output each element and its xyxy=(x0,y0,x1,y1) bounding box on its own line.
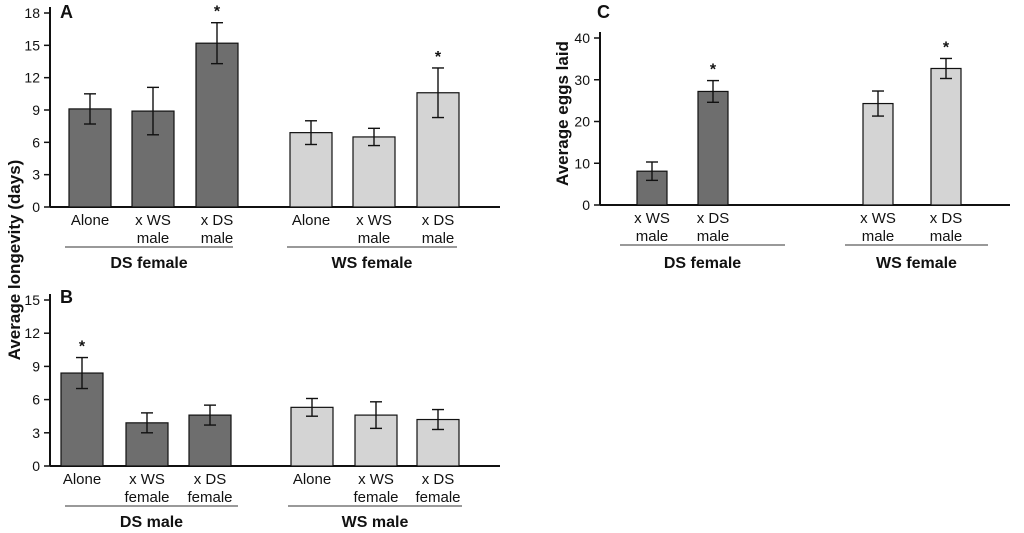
y-tick-label: 3 xyxy=(32,167,40,183)
y-tick-label: 30 xyxy=(574,72,590,88)
bar-ds-female-1 xyxy=(68,108,112,208)
y-axis-label-longevity: Average longevity (days) xyxy=(5,160,24,361)
category-label: x DS male xyxy=(422,212,455,247)
significance-star: * xyxy=(214,4,221,21)
category-label: Alone xyxy=(293,471,331,488)
group-label: DS female xyxy=(664,255,741,272)
category-label: x WS male xyxy=(634,210,670,245)
category-label: x DS female xyxy=(415,471,460,506)
category-label: x WS female xyxy=(353,471,398,506)
y-tick-label: 40 xyxy=(574,30,590,46)
y-tick-label: 0 xyxy=(32,458,40,474)
category-label: Alone xyxy=(71,212,109,229)
panel-label-a: A xyxy=(60,2,73,22)
y-tick-label: 6 xyxy=(32,134,40,150)
panel-label-b: B xyxy=(60,287,73,307)
category-label: x WS male xyxy=(356,212,392,247)
y-tick-label: 9 xyxy=(32,102,40,118)
y-tick-label: 12 xyxy=(24,325,40,341)
group-label: DS male xyxy=(120,514,183,531)
category-label: x DS female xyxy=(187,471,232,506)
y-tick-label: 3 xyxy=(32,425,40,441)
bar-ws-female-2 xyxy=(930,67,962,206)
y-tick-label: 0 xyxy=(582,197,590,213)
category-label: x DS male xyxy=(697,210,730,245)
significance-star: * xyxy=(710,62,717,79)
y-tick-label: 9 xyxy=(32,358,40,374)
category-label: x DS male xyxy=(201,212,234,247)
category-label: x DS male xyxy=(930,210,963,245)
category-label: Alone xyxy=(292,212,330,229)
group-label: DS female xyxy=(110,255,187,272)
bar-ws-female-2 xyxy=(352,136,396,208)
y-tick-label: 10 xyxy=(574,155,590,171)
y-tick-label: 15 xyxy=(24,37,40,53)
bar-ws-male-1 xyxy=(290,406,334,467)
y-tick-label: 18 xyxy=(24,5,40,21)
category-label: Alone xyxy=(63,471,101,488)
group-label: WS female xyxy=(876,255,957,272)
category-label: x WS male xyxy=(860,210,896,245)
y-tick-label: 6 xyxy=(32,392,40,408)
panel-label-c: C xyxy=(597,2,610,22)
group-label: WS male xyxy=(342,514,409,531)
category-label: x WS female xyxy=(124,471,169,506)
panel-c: C Average eggs laid 0 10 20 30 40 x WS male * x DS… xyxy=(553,2,1010,272)
y-axis-label-eggs: Average eggs laid xyxy=(553,41,572,186)
category-label: x WS male xyxy=(135,212,171,247)
group-label: WS female xyxy=(332,255,413,272)
bar-ds-female-3 xyxy=(195,42,239,208)
significance-star: * xyxy=(435,49,442,66)
bar-ws-female-1 xyxy=(862,102,894,206)
y-tick-label: 12 xyxy=(24,70,40,86)
y-tick-label: 15 xyxy=(24,292,40,308)
y-tick-label: 0 xyxy=(32,199,40,215)
significance-star: * xyxy=(943,39,950,56)
y-tick-label: 20 xyxy=(574,114,590,130)
significance-star: * xyxy=(79,339,86,356)
bar-ds-female-2 xyxy=(697,90,729,206)
panel-a: A 0 3 6 9 12 15 18 Alone x WS male * x DS male DS fema… xyxy=(24,2,500,272)
